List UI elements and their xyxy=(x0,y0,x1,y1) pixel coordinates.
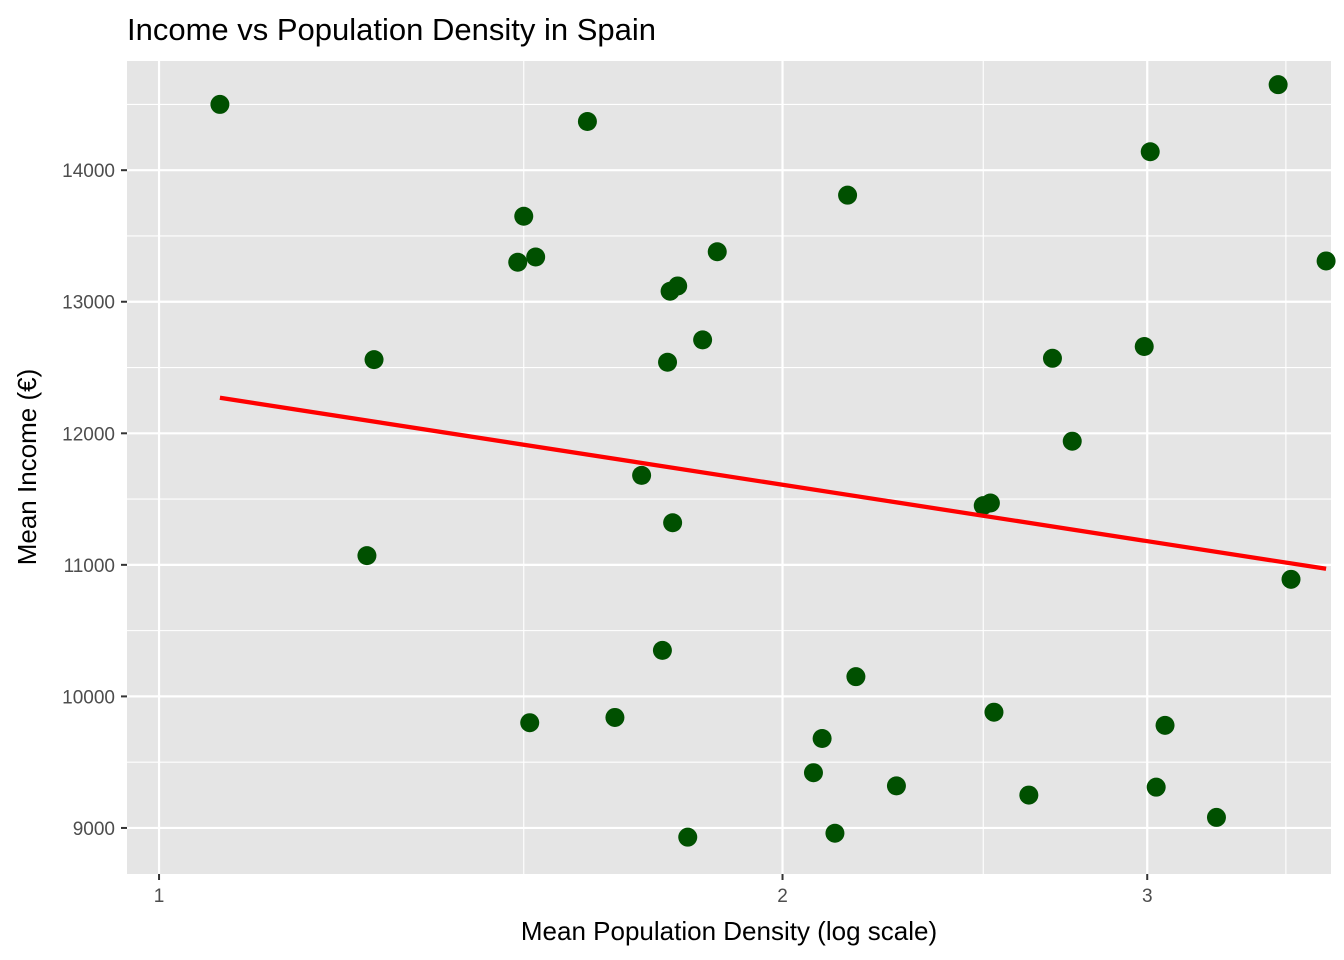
data-point xyxy=(1062,431,1082,451)
data-point xyxy=(514,206,534,226)
data-point xyxy=(520,713,540,733)
data-point xyxy=(668,276,688,296)
data-point xyxy=(678,827,698,847)
data-point xyxy=(364,350,384,370)
data-point xyxy=(1281,569,1301,589)
data-point xyxy=(980,493,1000,513)
data-point xyxy=(1206,807,1226,827)
data-point xyxy=(846,667,866,687)
y-tick-label: 13000 xyxy=(62,293,115,314)
y-tick-label: 14000 xyxy=(62,161,115,182)
x-axis: 1 2 3 xyxy=(154,874,1153,907)
trend-line xyxy=(219,395,1327,571)
data-point xyxy=(526,247,546,267)
data-point xyxy=(1155,715,1175,735)
data-point xyxy=(658,352,678,372)
data-point xyxy=(1316,251,1336,271)
data-points xyxy=(210,75,1336,847)
data-point xyxy=(663,513,683,533)
y-axis-title: Mean Income (€) xyxy=(12,369,42,566)
y-tick-label: 11000 xyxy=(64,556,115,577)
data-point xyxy=(1140,142,1160,162)
data-point xyxy=(707,242,727,262)
data-point xyxy=(652,640,672,660)
chart-title: Income vs Population Density in Spain xyxy=(127,12,656,47)
x-tick-label: 1 xyxy=(154,886,165,907)
data-point xyxy=(1268,75,1288,95)
data-point xyxy=(577,112,597,132)
y-tick-label: 12000 xyxy=(62,424,115,445)
data-point xyxy=(886,776,906,796)
data-point xyxy=(632,465,652,485)
data-point xyxy=(1134,336,1154,356)
y-axis: 9000 10000 11000 12000 13000 14000 xyxy=(62,161,127,840)
data-point xyxy=(357,546,377,566)
data-point xyxy=(508,252,528,272)
x-tick-label: 2 xyxy=(777,886,788,907)
data-point xyxy=(825,823,845,843)
trend-line-group xyxy=(219,395,1327,571)
data-point xyxy=(984,702,1004,722)
data-point xyxy=(210,94,230,114)
data-point xyxy=(803,763,823,783)
x-tick-label: 3 xyxy=(1142,886,1153,907)
x-axis-title: Mean Population Density (log scale) xyxy=(521,916,937,946)
data-point xyxy=(605,707,625,727)
y-tick-label: 9000 xyxy=(73,819,115,840)
data-point xyxy=(1042,348,1062,368)
data-point xyxy=(838,185,858,205)
plot-panel xyxy=(127,61,1331,874)
data-point xyxy=(693,330,713,350)
data-point xyxy=(812,729,832,748)
data-point xyxy=(1146,777,1166,797)
major-gridlines xyxy=(127,61,1331,874)
y-tick-label: 10000 xyxy=(62,687,115,708)
minor-gridlines xyxy=(127,61,1331,874)
data-point xyxy=(1019,785,1039,805)
